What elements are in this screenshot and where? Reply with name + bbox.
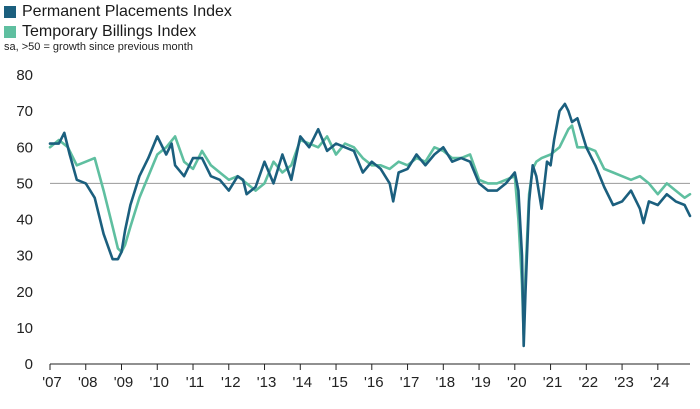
legend-item-permanent: Permanent Placements Index <box>4 2 232 22</box>
y-tick-label: 0 <box>25 356 33 373</box>
y-tick-label: 10 <box>16 320 33 337</box>
series-line-permanent-placements <box>48 102 692 348</box>
series-line-temporary-billings <box>48 124 692 337</box>
x-tick-label: '21 <box>543 374 563 391</box>
x-axis: '07 '08 '09 '10 '11 '12 '13 '14 '15 '16 '17 '18 '19 '… <box>42 363 690 391</box>
x-tick-label: '07 <box>42 374 62 391</box>
y-tick-label: 80 <box>16 67 33 84</box>
y-tick-label: 20 <box>16 284 33 301</box>
x-tick-label: '15 <box>328 374 348 391</box>
legend-label-temporary: Temporary Billings Index <box>22 23 197 40</box>
x-tick-label: '18 <box>436 374 456 391</box>
y-tick-label: 30 <box>16 248 33 265</box>
chart-legend: Permanent Placements Index Temporary Bil… <box>4 2 232 42</box>
x-tick-label: '23 <box>614 374 634 391</box>
x-tick-label: '11 <box>186 374 204 391</box>
y-axis: 0 10 20 30 40 50 60 70 80 <box>16 67 33 373</box>
y-tick-label: 60 <box>16 139 33 156</box>
x-tick-label: '17 <box>400 374 420 391</box>
legend-swatch-temporary <box>4 26 16 38</box>
x-tick-label: '08 <box>78 374 98 391</box>
x-tick-label: '16 <box>364 374 384 391</box>
legend-label-permanent: Permanent Placements Index <box>22 3 232 20</box>
x-tick-label: '10 <box>149 374 169 391</box>
legend-swatch-permanent <box>4 6 16 18</box>
x-tick-label: '20 <box>507 374 527 391</box>
x-tick-label: '09 <box>114 374 134 391</box>
x-tick-label: '12 <box>221 374 241 391</box>
x-tick-label: '14 <box>292 374 312 391</box>
legend-item-temporary: Temporary Billings Index <box>4 22 232 42</box>
x-tick-label: '24 <box>650 374 670 391</box>
y-tick-label: 40 <box>16 212 33 229</box>
plot-area <box>48 102 692 348</box>
y-tick-label: 70 <box>16 103 33 120</box>
y-tick-label: 50 <box>16 175 33 192</box>
chart-note: sa, >50 = growth since previous month <box>4 41 193 53</box>
x-tick-label: '22 <box>579 374 599 391</box>
x-tick-label: '13 <box>257 374 277 391</box>
x-tick-label: '19 <box>471 374 491 391</box>
